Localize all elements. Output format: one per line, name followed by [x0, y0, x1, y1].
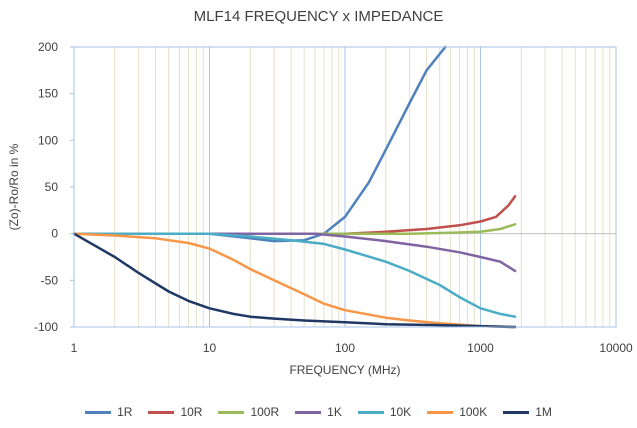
y-tick-label: 0: [51, 227, 58, 241]
legend-item-1k: 1K: [295, 405, 342, 419]
legend-item-100k: 100K: [427, 405, 487, 419]
y-axis-label: (Zo)-Ro/Ro in %: [7, 143, 21, 231]
y-tick-label: 100: [38, 133, 58, 147]
legend-item-10k: 10K: [357, 405, 412, 419]
legend-label: 100K: [459, 405, 488, 419]
legend-swatch: [85, 410, 112, 414]
legend-label: 1R: [117, 405, 133, 419]
legend-item-1m: 1M: [503, 405, 552, 419]
legend: 1R 10R 100R 1K 10K 100K 1M: [0, 405, 637, 419]
grid-layer: [73, 47, 617, 327]
legend-label: 1M: [535, 405, 552, 419]
legend-swatch: [148, 410, 175, 414]
y-tick-label: -100: [34, 320, 58, 334]
legend-swatch: [357, 410, 384, 414]
y-tick-label: 150: [38, 87, 58, 101]
x-tick-label: 1000: [467, 341, 494, 355]
legend-label: 10R: [180, 405, 203, 419]
x-tick-label: 1: [71, 341, 78, 355]
legend-label: 10K: [389, 405, 412, 419]
series-line-1m: [72, 232, 517, 329]
tick-layer: 200 150 100 50 0 -50 -100 1 10 100 1000 10000: [34, 40, 633, 355]
legend-item-100r: 100R: [218, 405, 279, 419]
legend-item-1r: 1R: [85, 405, 132, 419]
legend-swatch: [295, 410, 322, 414]
legend-swatch: [503, 410, 530, 414]
legend-swatch: [218, 410, 245, 414]
legend-item-10r: 10R: [148, 405, 202, 419]
y-tick-label: 200: [38, 40, 58, 54]
series-line-10r: [72, 195, 517, 235]
series-line-1r: [72, 45, 447, 243]
chart-title: MLF14 FREQUENCY x IMPEDANCE: [193, 8, 444, 25]
legend-label: 1K: [327, 405, 342, 419]
y-tick-label: 50: [45, 180, 59, 194]
legend-swatch: [427, 410, 454, 414]
x-tick-label: 100: [335, 341, 355, 355]
series-line-10k: [72, 232, 517, 318]
y-tick-label: -50: [41, 273, 59, 287]
x-axis-label: FREQUENCY (MHz): [289, 363, 401, 377]
series-line-100k: [72, 232, 517, 329]
series-layer: [72, 45, 517, 329]
legend-label: 100R: [250, 405, 280, 419]
x-tick-label: 10000: [599, 341, 633, 355]
x-tick-label: 10: [203, 341, 217, 355]
series-line-1k: [72, 232, 517, 273]
